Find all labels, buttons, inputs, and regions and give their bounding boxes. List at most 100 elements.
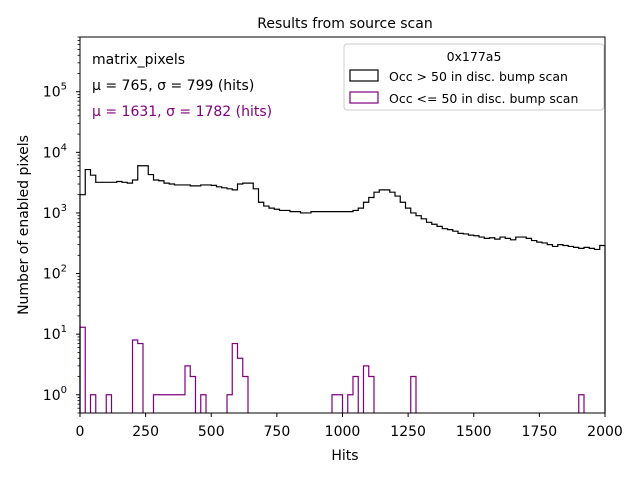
- bar-series-1-bin-17: [169, 395, 174, 413]
- bar-series-0-bin-84: [521, 237, 526, 413]
- bar-series-0-bin-90: [553, 246, 558, 413]
- bar-series-0-bin-33: [253, 189, 258, 413]
- legend-swatch-series-0: [349, 69, 379, 82]
- bar-series-0-bin-97: [589, 248, 594, 413]
- legend-label-series-1: Occ <= 50 in disc. bump scan: [389, 91, 578, 106]
- series-1: [79, 326, 585, 413]
- legend-label-series-0: Occ > 50 in disc. bump scan: [389, 69, 568, 84]
- bar-series-0-bin-48: [332, 212, 337, 413]
- x-axis-label: Hits: [331, 448, 358, 464]
- bar-series-0-bin-95: [579, 248, 584, 413]
- bar-series-0-bin-96: [584, 247, 589, 413]
- bar-series-0-bin-62: [406, 208, 411, 413]
- bar-series-0-bin-83: [516, 237, 521, 413]
- bar-series-0-bin-2: [91, 175, 96, 413]
- legend-title: 0x177a5: [447, 49, 502, 64]
- bar-series-0-bin-73: [463, 234, 468, 413]
- bar-series-0-bin-53: [358, 208, 363, 413]
- y-tick-label-4: 104: [43, 142, 67, 161]
- series-0: [79, 165, 606, 413]
- bar-series-0-bin-43: [306, 213, 311, 413]
- bar-series-0-bin-34: [259, 202, 264, 413]
- bar-series-1-bin-0: [80, 327, 85, 413]
- bar-series-1-bin-15: [159, 395, 164, 413]
- bar-series-0-bin-85: [526, 238, 531, 413]
- bar-series-1-bin-49: [337, 395, 342, 413]
- bar-series-1-bin-30: [238, 358, 243, 413]
- bar-series-0-bin-75: [474, 236, 479, 413]
- bar-series-0-bin-40: [290, 212, 295, 413]
- bar-series-0-bin-72: [458, 233, 463, 413]
- bar-series-0-bin-3: [96, 182, 101, 413]
- bar-series-1-bin-23: [201, 395, 206, 413]
- bar-series-0-bin-69: [442, 229, 447, 413]
- bar-series-0-bin-35: [264, 206, 269, 413]
- y-axis: 100 101 102 103 104 105: [43, 36, 80, 414]
- y-tick-label-2: 102: [43, 264, 67, 283]
- bar-series-1-bin-51: [348, 395, 353, 413]
- bar-series-0-bin-26: [217, 187, 222, 413]
- chart-title: Results from source scan: [257, 16, 432, 32]
- bar-series-0-bin-9: [127, 183, 132, 413]
- bar-series-0-bin-6: [112, 182, 117, 413]
- bar-series-0-bin-15: [159, 181, 164, 413]
- y-tick-label-3: 103: [43, 203, 67, 222]
- bar-series-0-bin-38: [280, 210, 285, 413]
- bar-series-1-bin-21: [190, 377, 195, 413]
- bar-series-0-bin-1: [85, 170, 90, 413]
- x-tick-label-1: 250: [132, 424, 159, 440]
- bar-series-0-bin-57: [379, 190, 384, 413]
- bar-series-1-bin-10: [133, 340, 138, 413]
- bar-series-0-bin-45: [316, 212, 321, 413]
- bar-series-0-bin-59: [390, 192, 395, 413]
- bar-series-0-bin-36: [269, 208, 274, 413]
- y-tick-label-5: 105: [43, 82, 67, 101]
- stats-annotations: matrix_pixels μ = 765, σ = 799 (hits) μ …: [92, 52, 272, 120]
- bar-series-0-bin-13: [148, 175, 153, 413]
- bar-series-0-bin-74: [469, 235, 474, 413]
- bar-series-0-bin-88: [542, 243, 547, 413]
- legend: 0x177a5 Occ > 50 in disc. bump scan Occ …: [343, 43, 605, 111]
- bar-series-0-bin-92: [563, 246, 568, 413]
- bar-series-0-bin-50: [343, 212, 348, 413]
- x-tick-label-0: 0: [76, 424, 85, 440]
- y-tick-label-1: 101: [43, 324, 67, 343]
- bar-series-1-bin-63: [411, 377, 416, 413]
- x-tick-label-4: 1000: [325, 424, 361, 440]
- bar-series-0-bin-67: [432, 224, 437, 413]
- bar-series-0-bin-70: [448, 230, 453, 413]
- bar-series-0-bin-14: [154, 180, 159, 413]
- series-1-outline: [79, 326, 585, 413]
- bar-series-1-bin-18: [175, 395, 180, 413]
- bar-series-1-bin-52: [353, 377, 358, 413]
- x-tick-label-8: 2000: [587, 424, 623, 440]
- bar-series-0-bin-87: [537, 242, 542, 413]
- bar-series-0-bin-37: [274, 209, 279, 413]
- x-axis: 0 250 500 750 1000 1250 1500 1750 2000: [76, 413, 623, 440]
- bar-series-0-bin-12: [143, 166, 148, 413]
- legend-swatch-series-1: [349, 91, 379, 104]
- bar-series-0-bin-81: [505, 238, 510, 413]
- bar-series-1-bin-28: [227, 395, 232, 413]
- bar-series-0-bin-98: [595, 249, 600, 413]
- bar-series-0-bin-94: [574, 247, 579, 413]
- bar-series-0-bin-77: [484, 238, 489, 413]
- x-tick-label-5: 1250: [390, 424, 426, 440]
- bar-series-1-bin-14: [154, 395, 159, 413]
- bar-series-0-bin-4: [101, 182, 106, 413]
- annotation-stats-black: μ = 765, σ = 799 (hits): [92, 78, 254, 94]
- bar-series-1-bin-31: [243, 377, 248, 413]
- bar-series-0-bin-78: [490, 238, 495, 413]
- bar-series-0-bin-25: [211, 185, 216, 413]
- bar-series-0-bin-28: [227, 189, 232, 413]
- bar-series-0-bin-46: [322, 212, 327, 413]
- bar-series-0-bin-22: [196, 186, 201, 413]
- bar-series-0-bin-5: [106, 182, 111, 413]
- bar-series-0-bin-16: [164, 183, 169, 413]
- bar-series-0-bin-68: [437, 226, 442, 413]
- bar-series-0-bin-23: [201, 185, 206, 413]
- y-tick-label-0: 100: [43, 385, 67, 404]
- bar-series-0-bin-79: [495, 239, 500, 413]
- bar-series-0-bin-82: [511, 240, 516, 413]
